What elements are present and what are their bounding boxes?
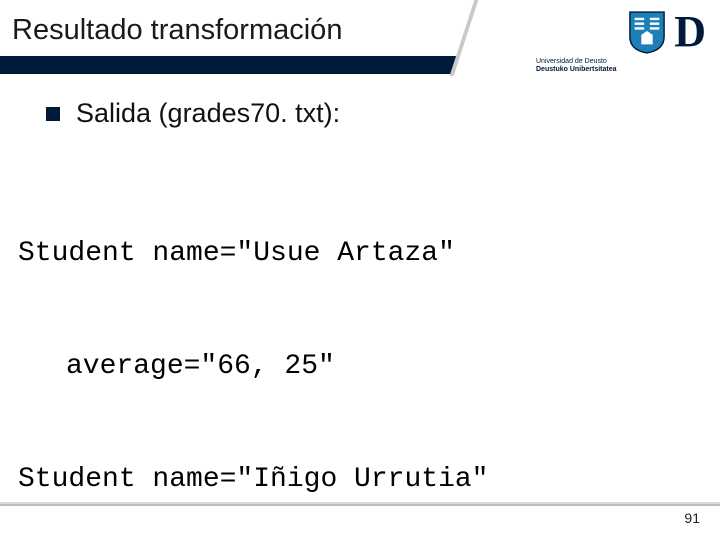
uni-name-es: Universidad de Deusto [536,58,706,66]
footer-divider [0,502,720,506]
uni-name-eu: Deustuko Unibertsitatea [536,66,706,74]
square-bullet-icon [46,107,60,121]
body: Salida (grades70. txt): Student name="Us… [0,98,720,540]
bullet-item: Salida (grades70. txt): [46,98,684,129]
bullet-label: Salida (grades70. txt): [76,98,340,129]
page-number: 91 [684,510,700,526]
header: Resultado transformación D Universidad d [0,0,720,76]
logo-notch [450,0,523,76]
code-line: average="66, 25" [66,348,684,386]
logo-text: Universidad de Deusto Deustuko Unibertsi… [536,58,706,73]
logo-area: D Universidad de Deusto Deustuko Unibert… [486,0,720,76]
university-logo: D [628,10,706,54]
code-line: Student name="Usue Artaza" [18,235,684,273]
shield-icon [628,10,666,54]
code-line: Student name="Iñigo Urrutia" [18,461,684,499]
code-block: Student name="Usue Artaza" average="66, … [18,159,684,540]
logo-letter: D [674,10,706,54]
slide: Resultado transformación D Universidad d [0,0,720,540]
slide-title: Resultado transformación [12,14,342,47]
footer: 91 [0,502,720,526]
